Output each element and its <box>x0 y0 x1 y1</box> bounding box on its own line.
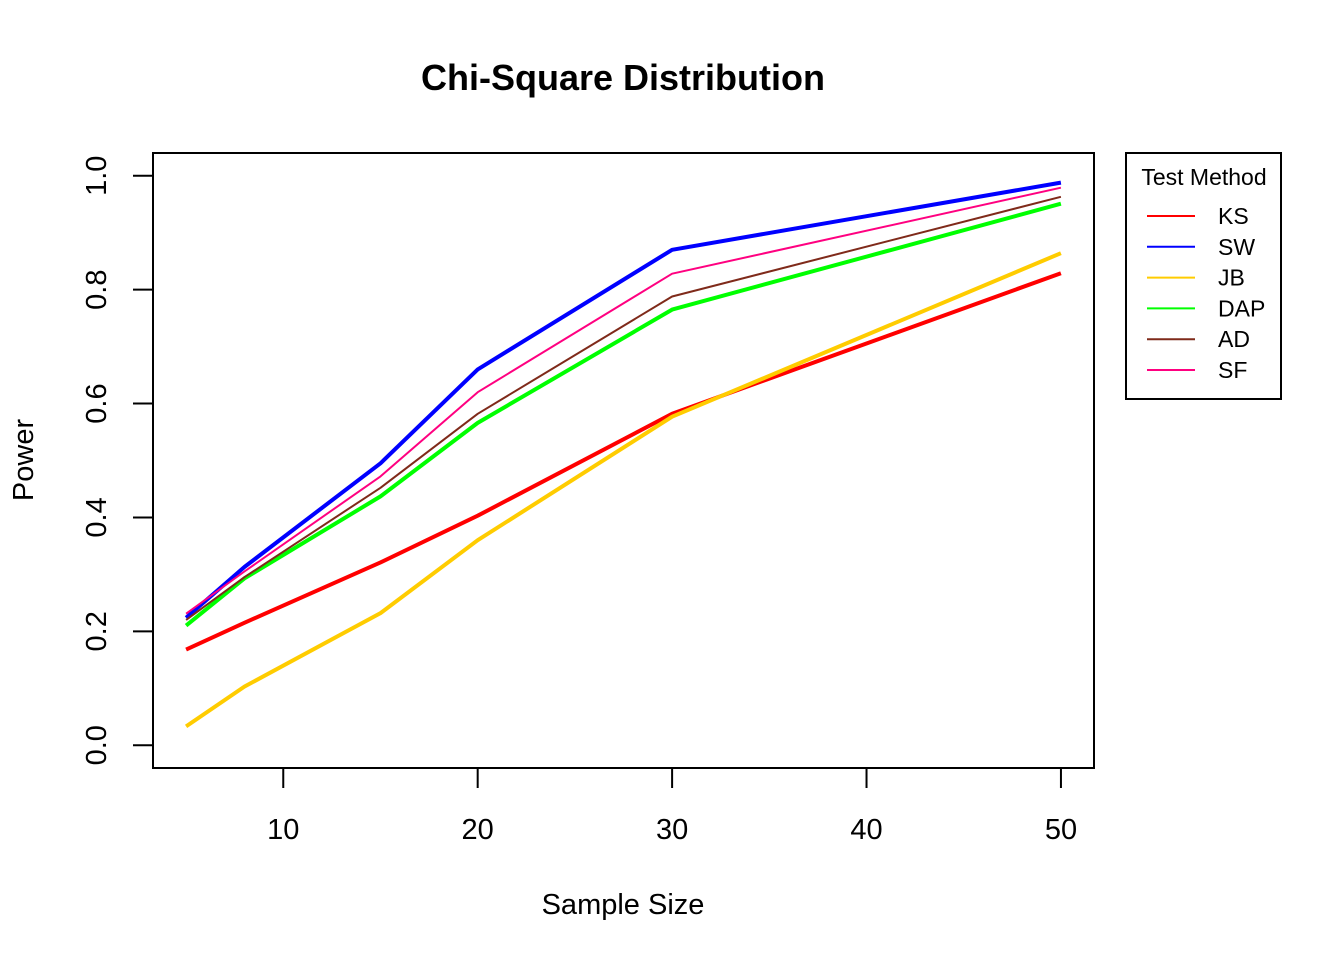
y-tick-label: 0.8 <box>81 270 113 310</box>
y-axis: 0.0 0.2 0.4 0.6 0.8 1.0 <box>81 156 154 765</box>
legend-title: Test Method <box>1141 164 1266 190</box>
series-line-sw <box>184 180 1062 620</box>
legend-label-sw: SW <box>1218 234 1255 260</box>
x-tick-label: 50 <box>1045 814 1077 846</box>
series-line-ad <box>185 195 1062 621</box>
series-line-ks <box>185 271 1062 652</box>
y-axis-label: Power <box>8 419 40 502</box>
y-tick-label: 0.2 <box>81 611 113 651</box>
x-tick-label: 20 <box>462 814 494 846</box>
legend-label-jb: JB <box>1218 265 1245 291</box>
legend-entries: KS SW JB DAP AD SF <box>1147 203 1265 383</box>
y-tick-label: 1.0 <box>81 156 113 196</box>
y-tick-label: 0.4 <box>81 497 113 537</box>
x-axis-label: Sample Size <box>542 889 705 921</box>
series-line-sf <box>185 186 1062 615</box>
x-tick-label: 30 <box>656 814 688 846</box>
legend-label-sf: SF <box>1218 357 1247 383</box>
legend-label-dap: DAP <box>1218 295 1265 321</box>
series-line-dap <box>184 201 1062 628</box>
legend-box <box>1125 152 1282 400</box>
y-tick-label: 0.6 <box>81 383 113 423</box>
chart-title: Chi-Square Distribution <box>421 57 825 98</box>
series-layer <box>184 180 1062 729</box>
legend-label-ad: AD <box>1218 326 1250 352</box>
x-tick-label: 10 <box>267 814 299 846</box>
series-line-jb <box>184 251 1062 729</box>
x-tick-label: 40 <box>850 814 882 846</box>
legend: Test Method KS SW JB DAP AD SF <box>1125 152 1282 400</box>
x-axis: 10 20 30 40 50 <box>267 767 1077 846</box>
legend-label-ks: KS <box>1218 203 1249 229</box>
plot-frame <box>152 152 1095 769</box>
y-tick-label: 0.0 <box>81 725 113 765</box>
